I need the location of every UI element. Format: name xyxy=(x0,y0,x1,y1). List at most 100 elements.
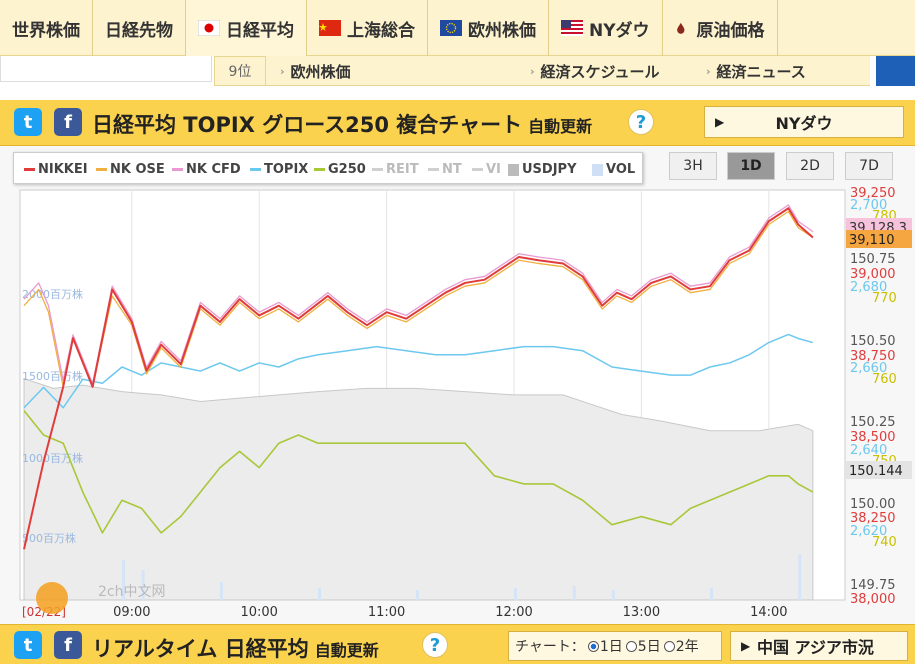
timeframe-1d-button[interactable]: 1D xyxy=(727,152,775,180)
legend-label: NK CFD xyxy=(186,162,241,177)
legend-item-nikkei[interactable]: NIKKEI xyxy=(24,162,88,177)
facebook-icon[interactable]: f xyxy=(54,631,82,659)
usdjpy-value: 150.144 xyxy=(849,464,903,479)
legend-swatch xyxy=(172,168,183,171)
radio-1day[interactable] xyxy=(587,640,599,652)
volume-bar xyxy=(710,588,713,600)
legend-label: NK OSE xyxy=(110,162,165,177)
realtime-footer: t f リアルタイム 日経平均 自動更新 ? チャート： 1日 5日 2年 ▶ 中国… xyxy=(0,624,915,664)
nav-tab-nikkei-futures[interactable]: 日経先物 xyxy=(93,0,186,56)
y-tick-usdjpy: 150.75 xyxy=(850,252,896,267)
y-tick-nikkei: 38,250 xyxy=(850,511,896,526)
x-tick-label: 11:00 xyxy=(368,605,405,620)
legend-label: USDJPY xyxy=(522,162,577,177)
volume-tick-label: 1500百万株 xyxy=(22,369,83,383)
y-tick-g250: 740 xyxy=(872,535,897,550)
volume-tick-label: 2000百万株 xyxy=(22,287,83,301)
legend-swatch xyxy=(372,168,383,171)
composite-chart: 09:00 10:00 11:00 12:00 13:00 14:00[02/22]200… xyxy=(19,186,912,620)
y-tick-topix: 2,660 xyxy=(850,361,887,376)
volume-bar xyxy=(798,554,802,600)
series-line-topix xyxy=(23,333,814,409)
y-tick-usdjpy: 150.00 xyxy=(850,497,896,512)
legend-item-reit[interactable]: REIT xyxy=(372,162,419,177)
y-tick-topix: 2,640 xyxy=(850,443,887,458)
watermark-logo-icon xyxy=(36,582,68,614)
x-tick-label: 09:00 xyxy=(113,605,150,620)
chart-title: 日経平均 TOPIX グロース250 複合チャート 自動更新 xyxy=(92,113,593,137)
series-line-g250 xyxy=(23,410,814,534)
y-tick-usdjpy: 149.75 xyxy=(850,578,896,593)
usdjpy-area xyxy=(23,377,814,601)
legend-swatch xyxy=(250,168,261,171)
help-icon[interactable]: ? xyxy=(628,109,654,135)
twitter-icon[interactable]: t xyxy=(14,108,42,136)
x-tick-label: 14:00 xyxy=(750,605,787,620)
radio-2year[interactable] xyxy=(663,640,675,652)
partial-input-box[interactable] xyxy=(0,56,212,82)
y-tick-usdjpy: 150.25 xyxy=(850,415,896,430)
chart-legend: NIKKEI NK OSE NK CFD TOPIX G250 REIT NT VI USDJP… xyxy=(13,152,643,184)
legend-item-nt[interactable]: NT xyxy=(428,162,462,177)
legend-item-g250[interactable]: G250 xyxy=(314,162,366,177)
volume-bar xyxy=(122,560,125,600)
nikkei-value-badge xyxy=(846,230,912,248)
legend-swatch xyxy=(314,168,325,171)
timeframe-2d-button[interactable]: 2D xyxy=(786,152,834,180)
volume-tick-label: 1000百万株 xyxy=(22,451,83,465)
y-tick-nikkei: 38,500 xyxy=(850,430,896,445)
y-tick-nikkei: 39,000 xyxy=(850,267,896,282)
x-tick-label: 10:00 xyxy=(240,605,277,620)
ny-dow-button[interactable]: ▶ NYダウ xyxy=(704,106,904,138)
legend-item-usdjpy[interactable]: USDJPY xyxy=(508,162,577,177)
eu-flag-icon xyxy=(440,20,462,36)
sub-nav: 9位 › 欧州株価 › 経済スケジュール › 経済ニュース xyxy=(0,56,915,86)
volume-bar xyxy=(572,586,576,600)
y-tick-usdjpy: 150.50 xyxy=(850,334,896,349)
volume-bar xyxy=(514,588,517,600)
oil-drop-icon xyxy=(676,22,685,34)
china-asia-market-button[interactable]: ▶ 中国 アジア市況 xyxy=(730,631,908,661)
legend-label: REIT xyxy=(386,162,419,177)
timeframe-3h-button[interactable]: 3H xyxy=(669,152,717,180)
legend-label: G250 xyxy=(328,162,366,177)
legend-item-nk-cfd[interactable]: NK CFD xyxy=(172,162,241,177)
legend-item-vol[interactable]: VOL xyxy=(592,162,635,177)
legend-label: TOPIX xyxy=(264,162,309,177)
blue-banner[interactable] xyxy=(876,56,915,86)
nav-tab-world-stocks[interactable]: 世界株価 xyxy=(0,0,93,56)
volume-bar xyxy=(141,570,145,600)
radio-5day[interactable] xyxy=(625,640,637,652)
facebook-icon[interactable]: f xyxy=(54,108,82,136)
nav-tab-crude-oil[interactable]: 原油価格 xyxy=(663,0,778,56)
legend-item-vi[interactable]: VI xyxy=(472,162,501,177)
twitter-icon[interactable]: t xyxy=(14,631,42,659)
chart-period-selector: チャート： 1日 5日 2年 xyxy=(508,631,722,661)
x-tick-label: 13:00 xyxy=(623,605,660,620)
nav-tab-shanghai[interactable]: 上海総合 xyxy=(307,0,428,56)
legend-item-topix[interactable]: TOPIX xyxy=(250,162,308,177)
japan-flag-icon xyxy=(198,20,220,36)
watermark-text: 2ch中文网 xyxy=(98,584,165,600)
y-tick-topix: 2,620 xyxy=(850,524,887,539)
subnav-news-link[interactable]: › 経済ニュース xyxy=(706,62,806,81)
us-flag-icon xyxy=(561,20,583,36)
nikkei-value: 39,110 xyxy=(849,233,895,248)
legend-label: NT xyxy=(442,162,462,177)
legend-swatch xyxy=(508,163,519,176)
legend-swatch xyxy=(96,168,107,171)
help-icon[interactable]: ? xyxy=(422,632,448,658)
y-tick-topix: 2,680 xyxy=(850,280,887,295)
series-line-nikkei xyxy=(23,207,814,550)
subnav-schedule-link[interactable]: › 経済スケジュール xyxy=(530,62,660,81)
timeframe-7d-button[interactable]: 7D xyxy=(845,152,893,180)
chart-header: t f 日経平均 TOPIX グロース250 複合チャート 自動更新 ? ▶ NYダ… xyxy=(0,100,915,146)
legend-swatch xyxy=(592,163,603,176)
nav-tab-ny-dow[interactable]: NYダウ xyxy=(549,0,663,56)
y-tick-topix: 2,700 xyxy=(850,198,887,213)
legend-swatch xyxy=(472,168,483,171)
legend-item-nk-ose[interactable]: NK OSE xyxy=(96,162,165,177)
nav-tab-europe[interactable]: 欧州株価 xyxy=(428,0,549,56)
subnav-europe-link[interactable]: › 欧州株価 xyxy=(280,62,351,81)
nav-tab-nikkei-average[interactable]: 日経平均 xyxy=(186,0,307,56)
